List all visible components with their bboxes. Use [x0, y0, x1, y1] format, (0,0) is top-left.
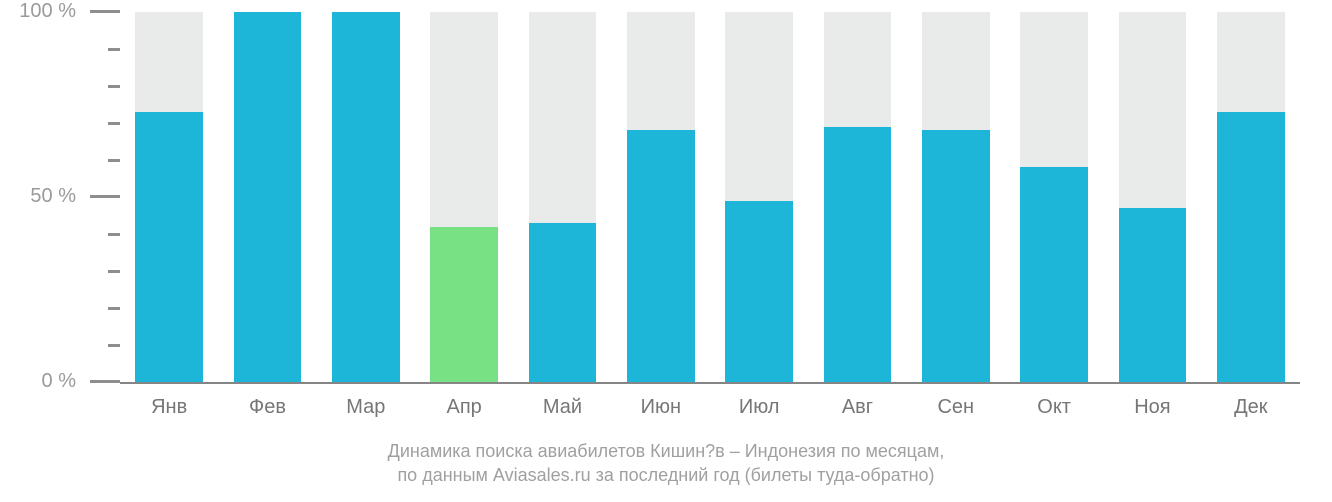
y-tick-mark [90, 10, 120, 13]
y-tick-label: 50 % [30, 185, 90, 208]
plot-area [120, 12, 1300, 382]
x-axis-label: Апр [415, 396, 513, 419]
bar-slot [1005, 12, 1103, 382]
bar-fill [332, 12, 400, 382]
bar-fill [529, 223, 597, 382]
bar-slot [808, 12, 906, 382]
y-tick-minor [108, 344, 120, 347]
bar-background [1119, 12, 1187, 382]
bar-fill [1020, 167, 1088, 382]
bar-slot [218, 12, 316, 382]
bar-background [332, 12, 400, 382]
bar-fill [725, 201, 793, 382]
bar-background [1217, 12, 1285, 382]
x-axis-label: Мар [317, 396, 415, 419]
bar-background [135, 12, 203, 382]
caption-line-1: Динамика поиска авиабилетов Кишин?в – Ин… [0, 440, 1332, 463]
x-axis-label: Июн [612, 396, 710, 419]
x-axis-label: Окт [1005, 396, 1103, 419]
bar-background [1020, 12, 1088, 382]
bar-background [234, 12, 302, 382]
y-tick-minor [108, 233, 120, 236]
x-axis-label: Янв [120, 396, 218, 419]
bar-slot [612, 12, 710, 382]
bar-slot [1103, 12, 1201, 382]
y-tick-minor [108, 270, 120, 273]
x-axis-label: Июл [710, 396, 808, 419]
bar-fill [1119, 208, 1187, 382]
bar-background [922, 12, 990, 382]
bar-fill [234, 12, 302, 382]
y-axis: 0 %50 %100 % [0, 12, 120, 382]
bar-fill [627, 130, 695, 382]
x-axis-labels: ЯнвФевМарАпрМайИюнИюлАвгСенОктНояДек [120, 396, 1300, 419]
y-tick-minor [108, 307, 120, 310]
bar-slot [415, 12, 513, 382]
bar-slot [1202, 12, 1300, 382]
bar-slot [513, 12, 611, 382]
y-tick-label: 100 % [19, 0, 90, 23]
x-axis-label: Май [513, 396, 611, 419]
bar-fill [922, 130, 990, 382]
bar-slot [907, 12, 1005, 382]
y-tick-label: 0 % [42, 370, 90, 393]
x-axis-label: Авг [808, 396, 906, 419]
x-axis-label: Сен [907, 396, 1005, 419]
bar-background [430, 12, 498, 382]
caption-line-2: по данным Aviasales.ru за последний год … [0, 464, 1332, 487]
bar-slot [317, 12, 415, 382]
y-tick-mark [90, 195, 120, 198]
y-tick-minor [108, 48, 120, 51]
y-tick-minor [108, 122, 120, 125]
bar-background [529, 12, 597, 382]
bar-fill [824, 127, 892, 382]
monthly-search-chart: 0 %50 %100 % ЯнвФевМарАпрМайИюнИюлАвгСен… [0, 0, 1332, 502]
y-tick-minor [108, 85, 120, 88]
y-tick-mark [90, 380, 120, 383]
x-axis-label: Фев [218, 396, 316, 419]
bar-fill [135, 112, 203, 382]
bar-fill [1217, 112, 1285, 382]
y-tick-minor [108, 159, 120, 162]
bar-slot [710, 12, 808, 382]
bar-slot [120, 12, 218, 382]
bar-background [824, 12, 892, 382]
bar-background [725, 12, 793, 382]
x-axis-label: Ноя [1103, 396, 1201, 419]
x-axis-label: Дек [1202, 396, 1300, 419]
bar-fill [430, 227, 498, 382]
bar-background [627, 12, 695, 382]
bars-container [120, 12, 1300, 382]
x-axis-line [120, 382, 1300, 384]
